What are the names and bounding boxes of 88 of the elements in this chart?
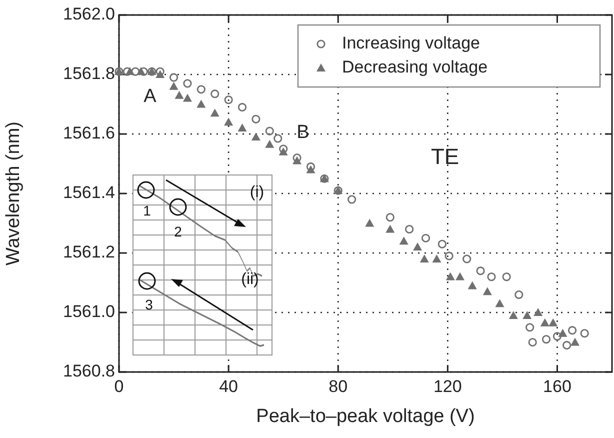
point [528, 338, 537, 347]
point [558, 328, 568, 337]
legend-label: Decreasing voltage [342, 57, 488, 76]
point [169, 82, 178, 90]
point [210, 108, 220, 117]
point [365, 218, 374, 227]
point [526, 323, 534, 332]
x-tick-label: 120 [433, 377, 462, 396]
point [306, 165, 316, 174]
annotation: 3 [145, 296, 154, 313]
point [196, 100, 206, 108]
annotation: B [296, 122, 310, 144]
point [562, 340, 572, 350]
y-tick-label: 1561.2 [63, 242, 115, 262]
point [421, 234, 430, 242]
annotation: 1 [143, 202, 152, 219]
y-tick-label: 1561.8 [63, 64, 115, 83]
point [568, 326, 577, 335]
point [278, 147, 288, 156]
point [570, 338, 580, 346]
point [487, 272, 496, 282]
annotation: TE [430, 144, 460, 169]
point [210, 90, 220, 98]
point [413, 242, 422, 251]
point [482, 287, 492, 296]
annotation: (ii) [241, 271, 259, 288]
point [292, 154, 302, 162]
legend-label: Increasing voltage [342, 33, 480, 52]
x-tick-label: 80 [328, 377, 348, 396]
point [251, 132, 260, 140]
point [455, 272, 464, 280]
x-tick-label: 160 [543, 377, 572, 396]
point [514, 290, 524, 299]
point [292, 156, 302, 164]
point [279, 144, 288, 154]
point [136, 67, 146, 76]
point [131, 67, 140, 76]
point [438, 240, 446, 248]
point [182, 94, 192, 102]
point [125, 67, 134, 76]
point [265, 140, 274, 148]
annotation: (i) [250, 184, 264, 202]
point [446, 272, 455, 280]
point [522, 310, 532, 319]
point [444, 252, 454, 260]
point [495, 299, 504, 308]
point [399, 236, 408, 245]
point [534, 308, 543, 316]
point [502, 272, 511, 282]
point [183, 79, 192, 88]
point [156, 70, 165, 78]
point [238, 102, 247, 112]
point [156, 67, 164, 76]
annotation: A [144, 86, 157, 108]
point [580, 329, 589, 338]
point [252, 114, 260, 124]
x-tick-label: 0 [114, 377, 124, 396]
y-tick-label: 1562.0 [63, 4, 115, 24]
point [348, 195, 356, 204]
point [238, 124, 247, 132]
point [224, 118, 234, 126]
point [462, 254, 472, 264]
point [508, 310, 518, 319]
point [265, 126, 274, 136]
x-axis-title: Peak–to–peak voltage (V) [256, 406, 475, 427]
y-tick-label: 1561.4 [63, 182, 115, 202]
y-tick-label: 1561.0 [63, 302, 115, 321]
y-tick-label: 1560.8 [63, 361, 115, 380]
y-tick-label: 1561.6 [63, 123, 115, 142]
point [405, 224, 414, 234]
point [548, 318, 558, 326]
point [169, 73, 178, 82]
point [476, 266, 485, 276]
point [420, 254, 429, 262]
point [542, 334, 551, 344]
point [540, 318, 550, 326]
point [386, 213, 394, 222]
point [386, 224, 395, 233]
y-axis-title: Wavelength (nm) [3, 122, 24, 266]
point [174, 90, 184, 99]
point [224, 95, 233, 104]
x-tick-label: 40 [219, 377, 238, 396]
annotation: 2 [174, 224, 182, 240]
point [274, 134, 282, 143]
point [468, 281, 477, 290]
point [552, 332, 562, 341]
point [196, 85, 206, 94]
point [432, 254, 442, 262]
